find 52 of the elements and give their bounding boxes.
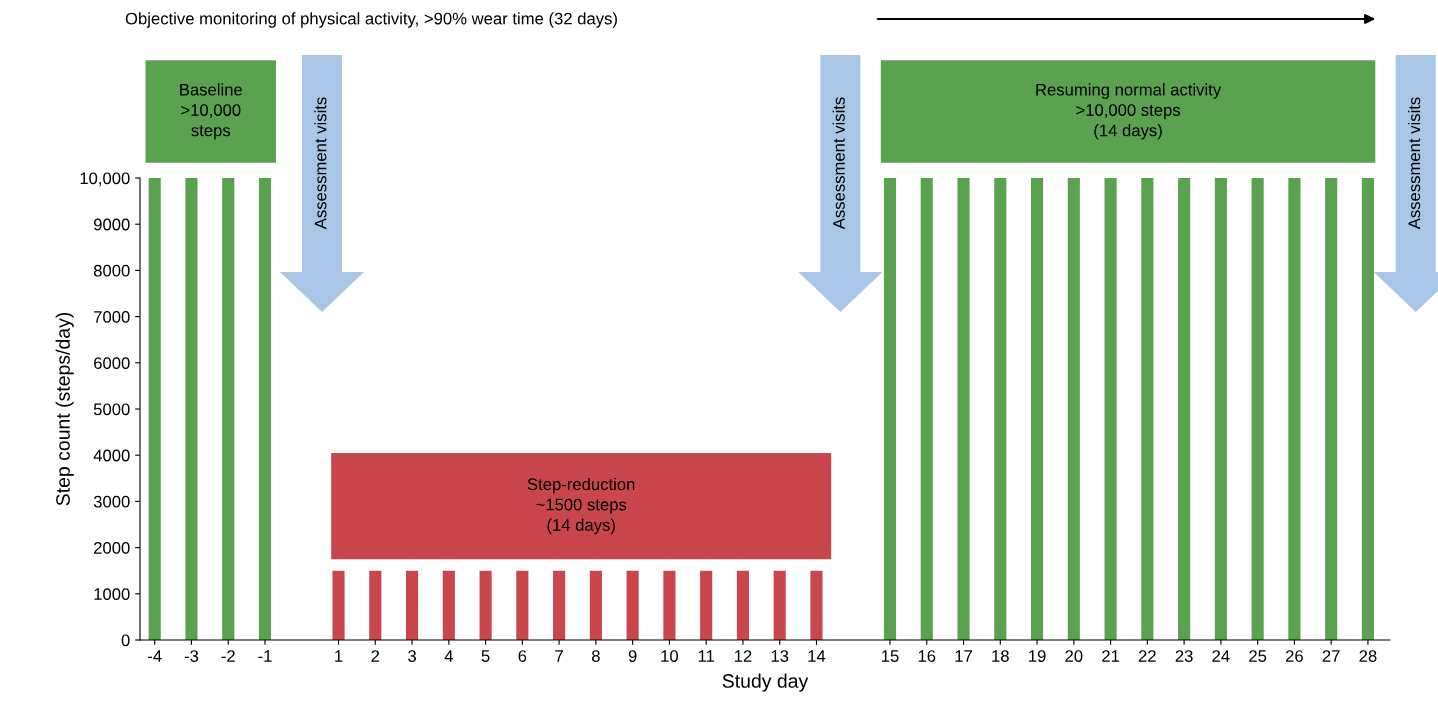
y-tick-label: 0: [121, 634, 130, 647]
y-tick-label: 6000: [94, 357, 130, 369]
x-tick-label: 17: [955, 650, 972, 662]
x-tick-label: 6: [518, 650, 527, 662]
x-tick-label: 12: [734, 650, 752, 662]
annotation: Assessment visits: [832, 97, 845, 230]
x-tick-label: 2: [371, 650, 380, 662]
text: Baseline >10,000 steps: [180, 83, 242, 140]
y-tick-label: 1000: [94, 588, 130, 600]
x-tick-label: 20: [1065, 650, 1083, 662]
x-tick-label: -3: [184, 650, 199, 662]
y-tick-label: 9000: [93, 218, 130, 231]
x-tick-label: 16: [918, 650, 936, 662]
x-tick-label: 23: [1175, 650, 1193, 662]
x-tick-label: 9: [628, 650, 637, 662]
annotation: Step-reduction ~1500 steps (14 days): [527, 477, 635, 535]
x-tick-label: 4: [444, 650, 453, 662]
x-tick-label: 8: [591, 650, 600, 662]
y-tick-label: 3000: [93, 495, 130, 508]
x-tick-label: 5: [481, 650, 490, 662]
chart-title: Objective monitoring of physical activity, >90% wear time (32 days): [125, 12, 617, 28]
y-tick-label: 2000: [94, 542, 130, 554]
x-tick-label: 27: [1322, 650, 1340, 662]
x-tick-label: 3: [408, 650, 416, 662]
x-tick-label: -2: [221, 650, 235, 662]
x-tick-label: 7: [555, 650, 563, 662]
x-tick-label: 13: [771, 650, 789, 662]
y-tick-label: 8000: [93, 264, 130, 277]
y-tick-label: 4000: [93, 449, 130, 462]
x-tick-label: 28: [1359, 650, 1377, 662]
x-tick-label: 14: [808, 650, 826, 662]
x-tick-label: -4: [148, 650, 162, 662]
x-tick-label: 25: [1249, 650, 1267, 662]
annotation: Assessment visits: [314, 97, 327, 230]
text: Resuming normal activity >10,000 steps (14 days): [1036, 83, 1222, 140]
y-tick-label: 5000: [93, 403, 130, 416]
x-axis-title: Study day: [722, 673, 809, 692]
x-tick-label: 18: [992, 650, 1009, 662]
y-axis-title: Step count (steps/day): [55, 312, 74, 506]
x-tick-label: -1: [258, 650, 272, 662]
text: Assessment visits: [1407, 97, 1421, 230]
x-tick-label: 11: [698, 650, 715, 662]
x-tick-label: 15: [882, 650, 899, 662]
x-tick-label: 19: [1029, 650, 1046, 662]
y-tick-label: 10,000: [80, 172, 130, 187]
x-tick-label: 10: [661, 650, 679, 662]
x-tick-label: 24: [1212, 650, 1230, 662]
y-tick-label: 7000: [94, 311, 130, 323]
x-tick-label: 22: [1138, 650, 1156, 662]
x-tick-label: 1: [335, 650, 343, 662]
x-tick-label: 21: [1102, 650, 1120, 662]
x-tick-label: 26: [1285, 650, 1303, 662]
